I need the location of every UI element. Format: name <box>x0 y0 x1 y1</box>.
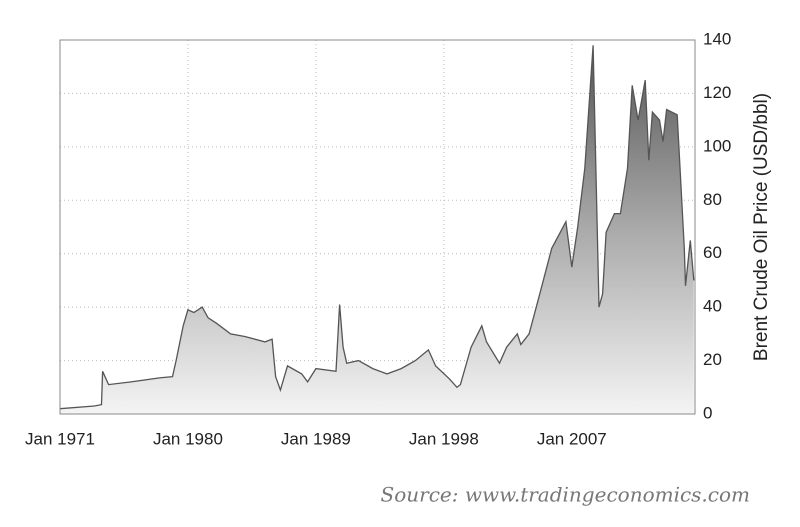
y-axis-label: Brent Crude Oil Price (USD/bbl) <box>751 93 772 361</box>
x-tick-label: Jan 1971 <box>25 429 95 448</box>
y-tick-label: 60 <box>703 243 722 262</box>
x-tick-label: Jan 1989 <box>281 429 351 448</box>
x-tick-label: Jan 1998 <box>409 429 479 448</box>
line <box>59 45 695 410</box>
source: Source: www.tradingeconomics.com <box>381 483 750 507</box>
y-tick-label: 120 <box>703 83 731 102</box>
y-tick-label: 80 <box>703 190 722 209</box>
area <box>60 45 694 415</box>
x-tick-label: Jan 1980 <box>153 429 223 448</box>
y-tick-label: 0 <box>703 403 712 422</box>
x-tick-label: Jan 2007 <box>537 429 607 448</box>
y-tick-label: 140 <box>703 29 731 48</box>
y-tick-label: 40 <box>703 297 722 316</box>
y-tick-label: 20 <box>703 350 722 369</box>
y-tick-label: 100 <box>703 136 731 155</box>
plot-frame <box>59 39 696 415</box>
